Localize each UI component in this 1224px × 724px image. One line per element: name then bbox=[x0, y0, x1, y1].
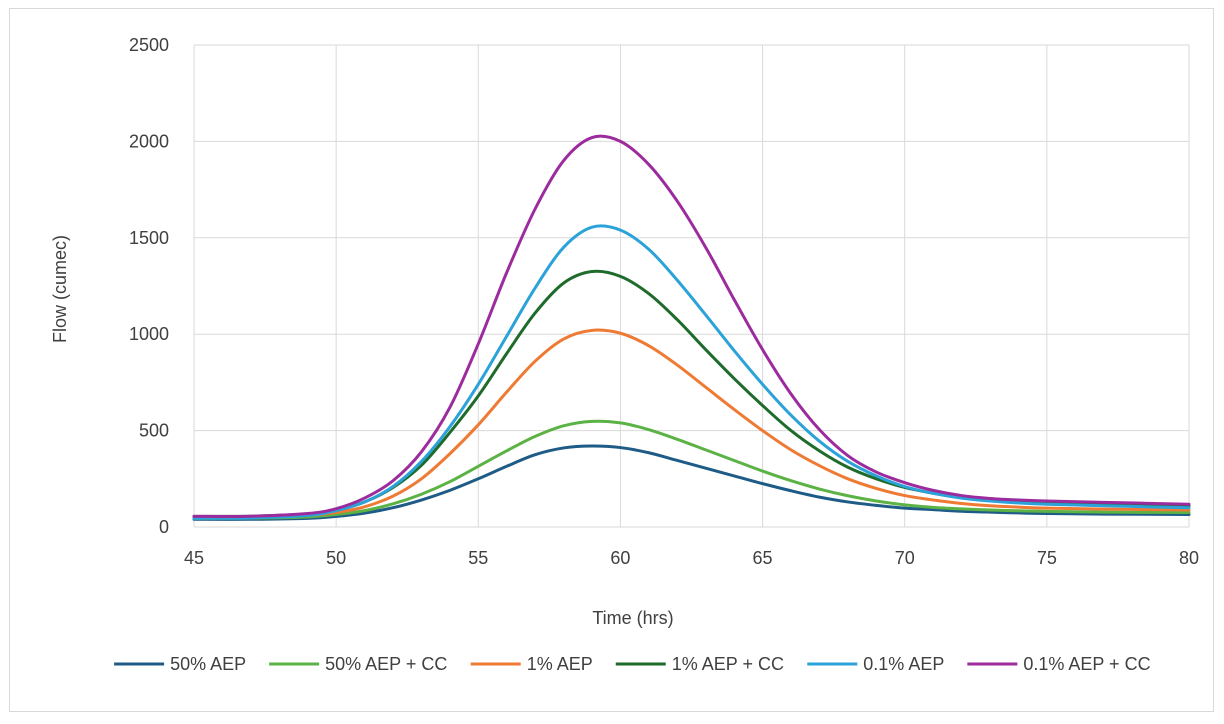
series-line-0-1-aep bbox=[192, 224, 1191, 520]
y-tick-label-2000: 2000 bbox=[129, 131, 169, 151]
y-axis-tick-labels: 0 500 1000 1500 2000 2500 bbox=[129, 35, 169, 537]
series-line-50-aep-cc bbox=[192, 419, 1191, 520]
legend-label-50-aep-cc: 50% AEP + CC bbox=[325, 654, 447, 674]
y-tick-label-1000: 1000 bbox=[129, 324, 169, 344]
series-line-1-aep-cc bbox=[192, 269, 1191, 518]
x-tick-label-60: 60 bbox=[610, 548, 630, 568]
x-tick-label-55: 55 bbox=[468, 548, 488, 568]
x-axis-title: Time (hrs) bbox=[592, 608, 673, 628]
legend-item-50-aep: 50% AEP bbox=[114, 654, 246, 674]
legend-item-0-1-aep: 0.1% AEP bbox=[807, 654, 944, 674]
series-line-0-1-aep-cc bbox=[192, 134, 1191, 518]
y-axis-title: Flow (cumec) bbox=[50, 235, 70, 343]
x-tick-label-50: 50 bbox=[326, 548, 346, 568]
x-tick-label-75: 75 bbox=[1037, 548, 1057, 568]
gridlines bbox=[193, 44, 1190, 528]
legend-label-0-1-aep: 0.1% AEP bbox=[863, 654, 944, 674]
x-tick-label-65: 65 bbox=[753, 548, 773, 568]
legend: 50% AEP 50% AEP + CC 1% AEP 1% AEP + CC 0.1%… bbox=[114, 654, 1151, 674]
y-tick-label-1500: 1500 bbox=[129, 228, 169, 248]
chart-frame bbox=[9, 8, 1214, 712]
legend-item-1-aep-cc: 1% AEP + CC bbox=[615, 654, 784, 674]
y-tick-label-2500: 2500 bbox=[129, 35, 169, 55]
legend-item-0-1-aep-cc: 0.1% AEP + CC bbox=[967, 654, 1151, 674]
y-tick-label-0: 0 bbox=[159, 517, 169, 537]
legend-label-0-1-aep-cc: 0.1% AEP + CC bbox=[1023, 654, 1150, 674]
legend-label-50-aep: 50% AEP bbox=[170, 654, 246, 674]
series-lines bbox=[192, 134, 1191, 521]
x-tick-label-70: 70 bbox=[895, 548, 915, 568]
legend-label-1-aep-cc: 1% AEP + CC bbox=[672, 654, 784, 674]
legend-item-50-aep-cc: 50% AEP + CC bbox=[269, 654, 447, 674]
x-tick-label-80: 80 bbox=[1179, 548, 1199, 568]
legend-item-1-aep: 1% AEP bbox=[470, 654, 593, 674]
y-tick-label-500: 500 bbox=[139, 421, 169, 441]
x-axis-tick-labels: 45 50 55 60 65 70 75 80 bbox=[184, 548, 1199, 568]
legend-label-1-aep: 1% AEP bbox=[527, 654, 593, 674]
series-line-50-aep bbox=[192, 444, 1191, 521]
series-line-1-aep bbox=[192, 328, 1191, 519]
x-tick-label-45: 45 bbox=[184, 548, 204, 568]
